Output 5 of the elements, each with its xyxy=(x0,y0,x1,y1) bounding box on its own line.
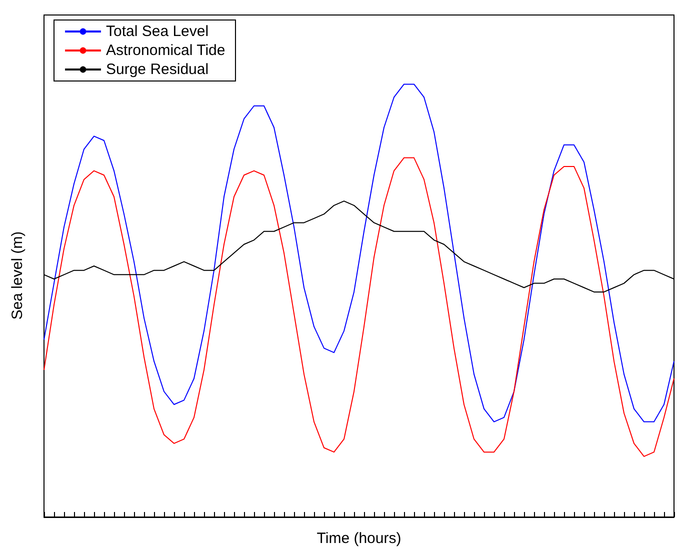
x-axis-title: Time (hours) xyxy=(316,530,402,547)
y-axis-title: Sea level (m) xyxy=(9,231,26,320)
legend-label: Total Sea Level xyxy=(106,23,209,40)
legend-label: Astronomical Tide xyxy=(106,42,226,59)
legend-label: Surge Residual xyxy=(106,61,209,78)
